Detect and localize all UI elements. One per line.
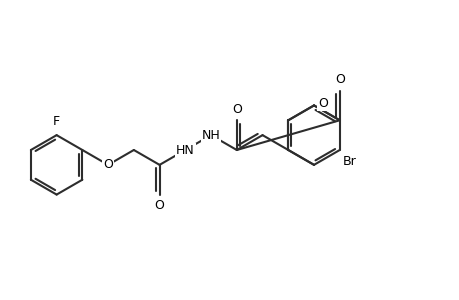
Text: Br: Br: [342, 155, 356, 168]
Text: O: O: [231, 103, 241, 116]
Text: O: O: [317, 97, 327, 110]
Text: NH: NH: [201, 129, 220, 142]
Text: O: O: [334, 73, 344, 85]
Text: HN: HN: [175, 143, 194, 157]
Text: F: F: [53, 115, 60, 128]
Text: O: O: [154, 199, 164, 212]
Text: O: O: [103, 158, 113, 171]
